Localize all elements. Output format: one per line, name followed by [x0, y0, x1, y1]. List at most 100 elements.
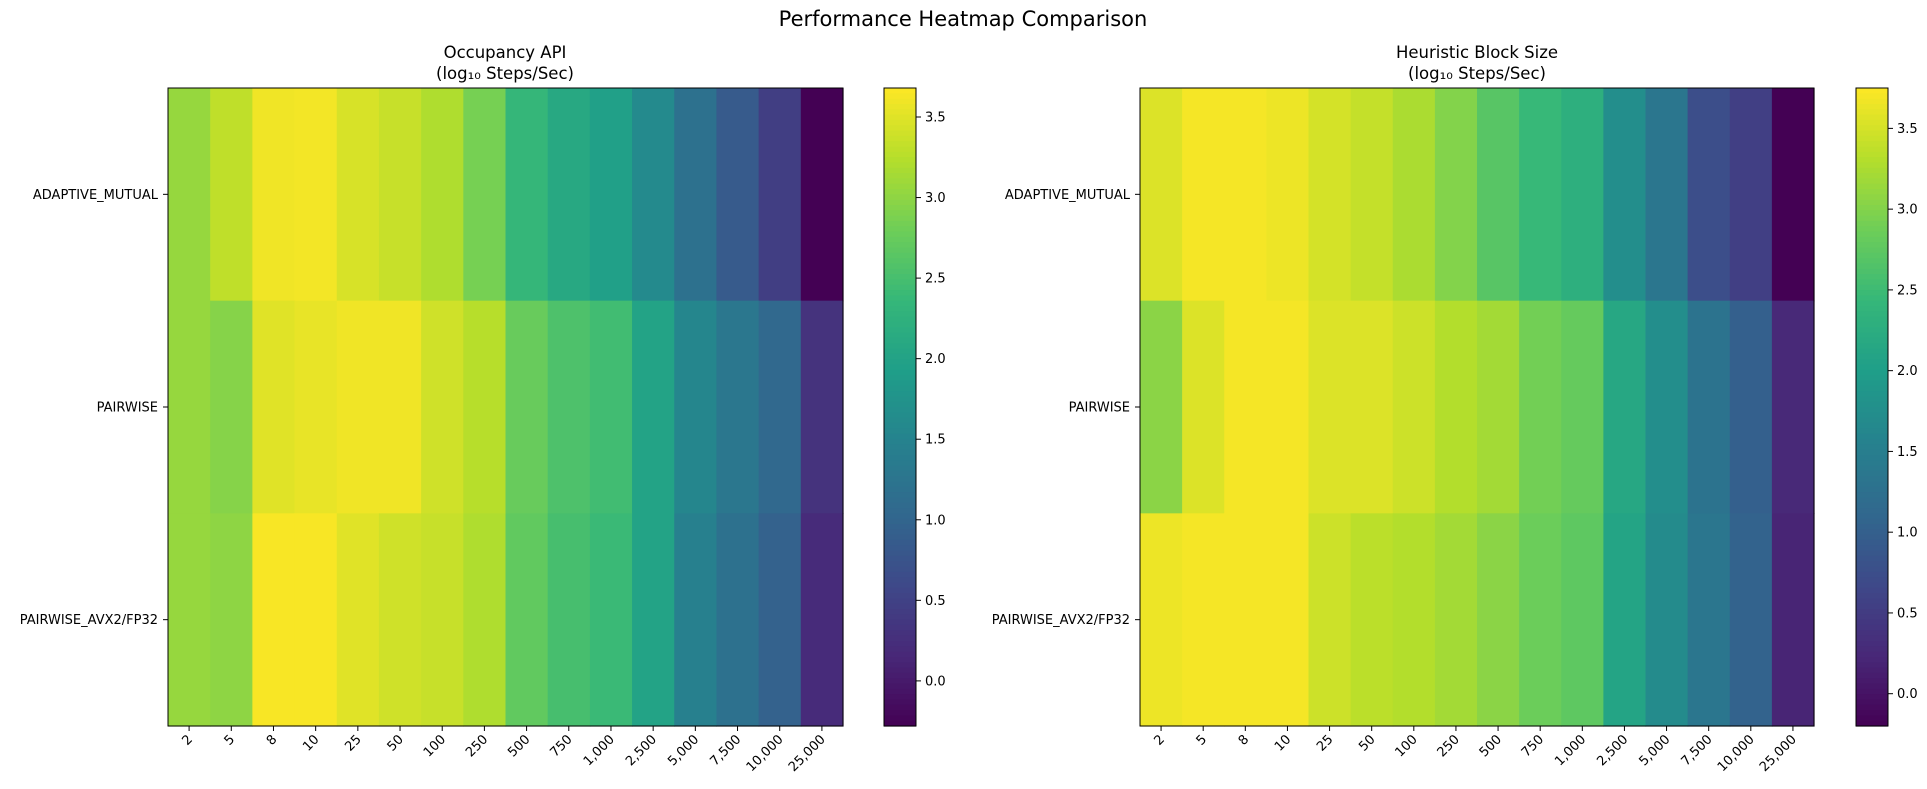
x-tick-label: 50 [385, 732, 407, 754]
colorbar-segment [1856, 619, 1888, 626]
colorbar-segment [884, 449, 916, 456]
heatmap-cell [1687, 513, 1731, 727]
colorbar-segment [884, 194, 916, 201]
colorbar-segment [884, 93, 916, 100]
heatmap-cell [758, 513, 802, 727]
colorbar-tick-label: 3.5 [925, 111, 946, 126]
colorbar-segment [884, 550, 916, 557]
heatmap-cell [716, 300, 760, 514]
colorbar-segment [1856, 114, 1888, 121]
colorbar-segment [1856, 141, 1888, 148]
colorbar-segment [1856, 125, 1888, 132]
colorbar-segment [884, 577, 916, 584]
colorbar-segment [1856, 93, 1888, 100]
colorbar-tick-label: 3.0 [925, 191, 946, 206]
colorbar-segment [1856, 119, 1888, 126]
colorbar-tick-label: 1.5 [925, 433, 946, 448]
colorbar-segment [884, 247, 916, 254]
heatmap-cell [1434, 300, 1478, 514]
heatmap-cell [421, 513, 464, 727]
colorbar-segment [1856, 492, 1888, 498]
colorbar-segment [1856, 226, 1888, 233]
x-tick-label: 25,000 [786, 732, 829, 775]
colorbar-segment [1856, 247, 1888, 254]
colorbar-segment [884, 300, 916, 307]
colorbar-segment [1856, 587, 1888, 594]
colorbar-segment [1856, 231, 1888, 238]
colorbar-segment [884, 465, 916, 472]
x-tick-label: 100 [421, 732, 449, 760]
colorbar-segment [1856, 135, 1888, 142]
heatmap-cell [632, 88, 675, 302]
heatmap-cell [589, 300, 633, 514]
colorbar-segment [1856, 290, 1888, 296]
heatmap-cell [800, 300, 844, 514]
colorbar-segment [1856, 215, 1888, 222]
heatmap-cell [1645, 513, 1689, 727]
heatmap-cell [1266, 300, 1310, 514]
colorbar-tick-label: 1.0 [1897, 526, 1918, 541]
colorbar-segment [1856, 401, 1888, 408]
colorbar-segment [884, 183, 916, 190]
x-tick-label: 5,000 [665, 732, 702, 769]
x-tick-label: 25 [1314, 732, 1336, 754]
colorbar-tick-label: 3.0 [1897, 203, 1918, 218]
colorbar-segment [1856, 561, 1888, 568]
colorbar-segment [1856, 582, 1888, 589]
colorbar-segment [1856, 715, 1888, 722]
colorbar-segment [884, 236, 916, 243]
colorbar-segment [884, 385, 916, 392]
x-tick-label: 7,500 [1679, 732, 1716, 769]
colorbar-segment [1856, 539, 1888, 546]
colorbar-tick-label: 0.5 [925, 594, 946, 609]
colorbar-segment [884, 141, 916, 148]
heatmap-cell [1140, 513, 1183, 727]
heatmap-cell [210, 300, 253, 514]
heatmap-cell [1519, 88, 1562, 302]
heatmap-cell [589, 513, 633, 727]
colorbar-segment [884, 327, 916, 334]
y-tick-label: PAIRWISE_AVX2/FP32 [20, 613, 158, 628]
colorbar-segment [1856, 295, 1888, 302]
colorbar-segment [884, 683, 916, 690]
colorbar-segment [1856, 609, 1888, 615]
colorbar-segment [1856, 454, 1888, 461]
colorbar-segment [1856, 571, 1888, 578]
colorbar-segment [1856, 672, 1888, 679]
x-tick-label: 250 [463, 732, 491, 760]
colorbar-segment [884, 167, 916, 174]
colorbar-segment [884, 438, 916, 445]
colorbar-segment [1856, 284, 1888, 291]
colorbar-segment [884, 178, 916, 185]
colorbar-tick-label: 1.5 [1897, 445, 1918, 460]
heatmap-cell [800, 88, 844, 302]
colorbar-segment [1856, 662, 1888, 669]
colorbar-segment [1856, 720, 1888, 727]
colorbar-segment [1856, 678, 1888, 685]
heatmap-cell [1477, 300, 1520, 514]
colorbar-segment [884, 678, 916, 685]
x-tick-label: 100 [1392, 732, 1420, 760]
y-tick-label: PAIRWISE_AVX2/FP32 [992, 613, 1130, 628]
colorbar-segment [884, 119, 916, 126]
colorbar-segment [884, 481, 916, 488]
colorbar-segment [884, 401, 916, 408]
colorbar-segment [884, 226, 916, 233]
heatmap-cell [1224, 300, 1267, 514]
colorbar-segment [884, 523, 916, 530]
colorbar-segment [1856, 529, 1888, 536]
colorbar-segment [884, 492, 916, 498]
heatmap-cell [1603, 88, 1647, 302]
colorbar-segment [1856, 624, 1888, 631]
colorbar-segment [1856, 199, 1888, 206]
colorbar-segment [1856, 279, 1888, 286]
colorbar-segment [884, 651, 916, 658]
colorbar-segment [1856, 486, 1888, 493]
colorbar-segment [884, 391, 916, 397]
colorbar-segment [1856, 523, 1888, 530]
colorbar-segment [884, 667, 916, 674]
colorbar-segment [884, 694, 916, 701]
colorbar-segment [884, 603, 916, 610]
colorbar-segment [1856, 428, 1888, 435]
colorbar-segment [884, 497, 916, 504]
